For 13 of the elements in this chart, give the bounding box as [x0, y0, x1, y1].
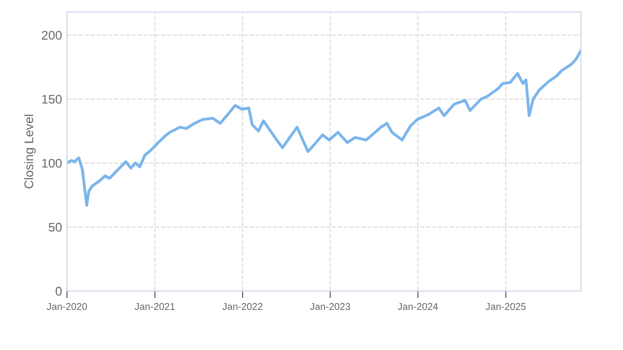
x-tick-label: Jan-2025: [486, 303, 526, 310]
y-tick-label: 0: [56, 286, 62, 296]
y-tick-label: 50: [48, 222, 62, 232]
y-tick-label: 100: [42, 158, 62, 168]
x-tick-label: Jan-2021: [134, 303, 175, 310]
x-tick-label: Jan-2024: [398, 303, 438, 310]
y-tick-label: 150: [42, 94, 62, 104]
x-tick-label: Jan-2022: [222, 303, 262, 310]
x-tick-label: Jan-2020: [46, 303, 87, 310]
y-axis-title: Closing Level: [24, 114, 36, 188]
y-tick-label: 200: [42, 30, 62, 40]
line-series: [67, 49, 581, 207]
x-tick-label: Jan-2023: [310, 303, 350, 310]
